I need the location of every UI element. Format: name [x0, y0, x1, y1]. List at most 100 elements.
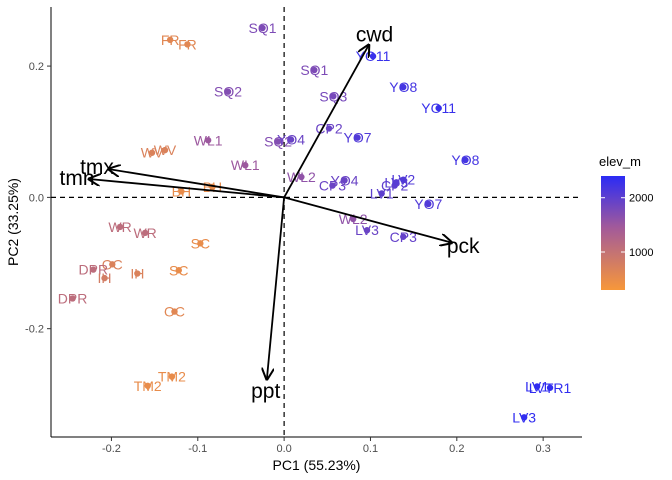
data-point: [435, 104, 442, 112]
vector-label: pck: [447, 235, 480, 258]
point-label: BH: [172, 183, 191, 199]
data-point: [242, 162, 249, 169]
data-point: [546, 384, 554, 391]
x-tick-label: 0.2: [449, 443, 464, 455]
data-point: [166, 36, 174, 44]
loading-arrow: [267, 197, 286, 379]
data-point: [134, 270, 141, 277]
data-point: [109, 261, 116, 268]
x-tick-label: 0.0: [276, 443, 291, 455]
data-point: [148, 149, 156, 156]
legend-title: elev_m: [599, 154, 641, 169]
data-point: [325, 125, 333, 132]
data-point: [349, 215, 357, 223]
loading-arrow: [89, 179, 285, 199]
y-tick-label: -0.2: [25, 324, 44, 336]
x-tick-label: 0.3: [535, 443, 550, 455]
point-label: WR: [108, 219, 131, 235]
point-label: CP3: [390, 229, 417, 245]
point-label: IH: [130, 266, 144, 282]
point-label: DPR: [58, 290, 88, 306]
x-tick-label: -0.1: [188, 443, 207, 455]
point-label: IH: [98, 270, 112, 286]
data-point: [161, 146, 169, 154]
point-label: WV: [154, 142, 177, 158]
data-point: [378, 190, 385, 197]
data-point: [144, 382, 151, 389]
point-label: SQ1: [300, 62, 328, 78]
data-point: [400, 83, 407, 91]
point-label: YO8: [451, 152, 479, 168]
data-point: [354, 134, 361, 141]
y-tick-label: 0.0: [29, 192, 44, 204]
point-label: WL1: [231, 157, 260, 173]
data-point: [329, 182, 336, 189]
data-point: [90, 266, 97, 273]
data-point: [369, 53, 377, 60]
point-label: WL2: [287, 169, 316, 185]
plot-panel: [51, 7, 582, 437]
legend-ticks: 1000 2000: [601, 193, 653, 259]
point-label: WL1: [194, 132, 223, 148]
point-label: SQ2: [214, 84, 242, 100]
data-point: [274, 138, 282, 145]
point-label: OC: [164, 304, 185, 320]
data-point: [400, 176, 407, 183]
point-label: YO11: [356, 48, 391, 64]
data-point: [178, 188, 185, 195]
point-label: LV1: [525, 378, 549, 394]
data-point: [116, 223, 124, 231]
data-point: [393, 179, 400, 186]
vector-label: tmx: [80, 156, 114, 179]
point-label: YO8: [389, 79, 417, 95]
point-label: LV1: [370, 185, 394, 201]
data-point: [287, 136, 295, 143]
point-label: OC: [102, 256, 123, 272]
data-point: [101, 274, 108, 282]
data-point: [533, 383, 541, 390]
loading-arrow: [283, 196, 452, 242]
x-tick-label: -0.2: [102, 443, 121, 455]
point-label: YO11: [421, 100, 456, 116]
data-point: [520, 414, 528, 421]
point-label: LV3: [512, 409, 536, 425]
point-label: LVTR1: [529, 380, 572, 396]
point-label: FR: [161, 32, 180, 48]
vector-label: cwd: [356, 24, 393, 47]
data-point: [141, 229, 149, 237]
data-point: [204, 137, 212, 144]
point-label: FR: [178, 36, 197, 52]
x-axis-title: PC1 (55.23%): [273, 457, 361, 473]
data-point: [259, 24, 266, 32]
point-label: CP3: [319, 178, 346, 194]
point-label: WV: [141, 145, 164, 161]
point-label: TM2: [158, 369, 186, 385]
point-label: LV3: [355, 222, 379, 238]
data-point: [175, 267, 182, 274]
data-point: [298, 173, 305, 181]
legend-colorbar: [601, 176, 625, 290]
point-label: SC: [191, 235, 210, 251]
data-point: [197, 240, 204, 247]
point-label: YO7: [414, 196, 442, 212]
point-label: LV3: [384, 174, 408, 190]
point-label: SQ2: [264, 134, 292, 150]
data-points: SQ1SQ1SQ2SQ2SQ3FRFRYO11YO11YO8YO8YO7YO7Y…: [58, 20, 572, 425]
legend-tick-label: 2000: [629, 193, 653, 205]
vector-label: ppt: [251, 380, 280, 403]
data-point: [462, 156, 469, 164]
point-label: DPR: [79, 262, 109, 278]
data-point: [184, 41, 191, 48]
legend-tick-label: 1000: [629, 247, 653, 259]
data-point: [168, 373, 176, 380]
point-label: TM2: [134, 378, 162, 394]
point-label: CP2: [315, 120, 342, 136]
data-point: [224, 88, 232, 95]
y-axis-title: PC2 (33.25%): [5, 178, 21, 266]
point-label: YO4: [331, 172, 359, 188]
point-label: WR: [133, 225, 156, 241]
y-tick-label: 0.2: [29, 61, 44, 73]
data-point: [425, 200, 432, 208]
